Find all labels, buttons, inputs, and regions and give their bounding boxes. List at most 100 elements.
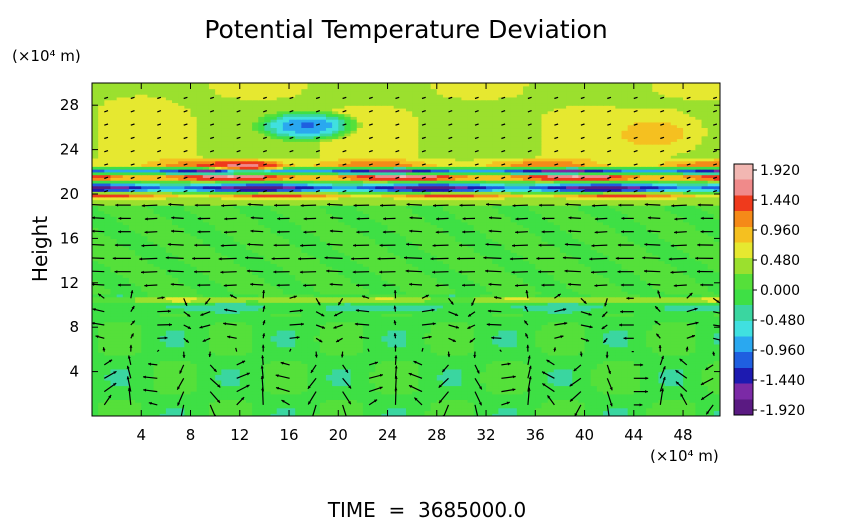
field-cell xyxy=(455,382,463,387)
field-cell xyxy=(332,332,339,337)
field-cell xyxy=(325,413,333,416)
field-cell xyxy=(147,366,155,370)
field-cell xyxy=(98,391,105,395)
field-cell xyxy=(362,363,370,367)
field-cell xyxy=(98,357,105,362)
field-cell xyxy=(221,396,229,400)
field-cell xyxy=(412,404,419,409)
field-cell xyxy=(344,391,352,395)
field-cell xyxy=(252,377,259,381)
field-cell xyxy=(713,346,720,351)
field-cell xyxy=(664,346,672,351)
field-cell xyxy=(584,396,592,400)
field-cell xyxy=(590,379,598,384)
field-cell xyxy=(258,413,265,416)
field-cell xyxy=(332,368,339,373)
field-cell xyxy=(258,349,265,353)
field-cell xyxy=(375,377,382,381)
field-cell xyxy=(190,377,198,381)
field-cell xyxy=(92,377,99,381)
field-cell xyxy=(270,402,278,406)
field-cell xyxy=(578,374,586,378)
field-cell xyxy=(233,371,241,375)
field-cell xyxy=(652,360,660,364)
field-cell xyxy=(442,374,450,378)
field-cell xyxy=(436,407,444,412)
field-cell xyxy=(399,352,407,356)
field-cell xyxy=(399,335,407,339)
field-cell xyxy=(313,399,321,403)
field-cell xyxy=(676,393,684,398)
field-cell xyxy=(603,349,610,353)
field-cell xyxy=(172,393,179,398)
field-cell xyxy=(418,388,426,392)
field-cell xyxy=(313,391,321,395)
field-cell xyxy=(184,346,192,351)
field-cell xyxy=(362,393,370,398)
field-cell xyxy=(221,352,229,356)
field-cell xyxy=(461,354,469,359)
field-cell xyxy=(461,377,469,381)
field-cell xyxy=(344,352,352,356)
field-cell xyxy=(479,363,487,367)
field-cell xyxy=(282,354,290,359)
field-cell xyxy=(522,349,530,353)
field-cell xyxy=(98,346,105,351)
field-cell xyxy=(399,407,407,412)
field-cell xyxy=(664,363,672,367)
field-cell xyxy=(270,410,278,414)
field-cell xyxy=(387,341,395,345)
field-cell xyxy=(202,388,210,392)
field-cell xyxy=(627,357,635,362)
field-cell xyxy=(344,399,352,403)
field-cell xyxy=(516,377,524,381)
field-cell xyxy=(258,352,265,356)
field-cell xyxy=(652,357,660,362)
field-cell xyxy=(184,360,192,364)
field-cell xyxy=(676,343,684,348)
field-cell xyxy=(375,371,382,375)
field-cell xyxy=(159,366,167,370)
field-cell xyxy=(676,410,684,414)
field-cell xyxy=(689,338,696,342)
field-cell xyxy=(116,404,124,409)
field-cell xyxy=(658,399,666,403)
field-cell xyxy=(350,368,358,373)
field-cell xyxy=(313,341,321,345)
field-cell xyxy=(147,404,155,409)
field-cell xyxy=(412,352,419,356)
field-cell xyxy=(486,371,493,375)
field-cell xyxy=(282,374,290,378)
field-cell xyxy=(590,385,598,389)
field-cell xyxy=(510,368,518,373)
field-cell xyxy=(596,377,604,381)
field-cell xyxy=(627,335,635,339)
field-cell xyxy=(615,374,623,378)
field-cell xyxy=(221,404,229,409)
chart-title: Potential Temperature Deviation xyxy=(204,15,607,44)
field-cell xyxy=(313,371,321,375)
field-cell xyxy=(467,343,475,348)
field-cell xyxy=(584,388,592,392)
field-cell xyxy=(369,354,376,359)
field-cell xyxy=(639,341,647,345)
field-cell xyxy=(122,368,130,373)
field-cell xyxy=(252,388,259,392)
field-cell xyxy=(467,374,475,378)
field-cell xyxy=(553,391,561,395)
field-cell xyxy=(98,404,105,409)
field-cell xyxy=(627,413,635,416)
field-cell xyxy=(381,352,389,356)
field-cell xyxy=(646,363,653,367)
field-cell xyxy=(356,374,364,378)
field-cell xyxy=(652,402,660,406)
field-cell xyxy=(621,357,629,362)
field-cell xyxy=(116,332,124,337)
field-cell xyxy=(418,332,426,337)
field-cell xyxy=(639,407,647,412)
field-cell xyxy=(184,413,192,416)
field-cell xyxy=(110,379,118,384)
field-cell xyxy=(553,374,561,378)
field-cell xyxy=(165,388,173,392)
field-cell xyxy=(424,366,432,370)
